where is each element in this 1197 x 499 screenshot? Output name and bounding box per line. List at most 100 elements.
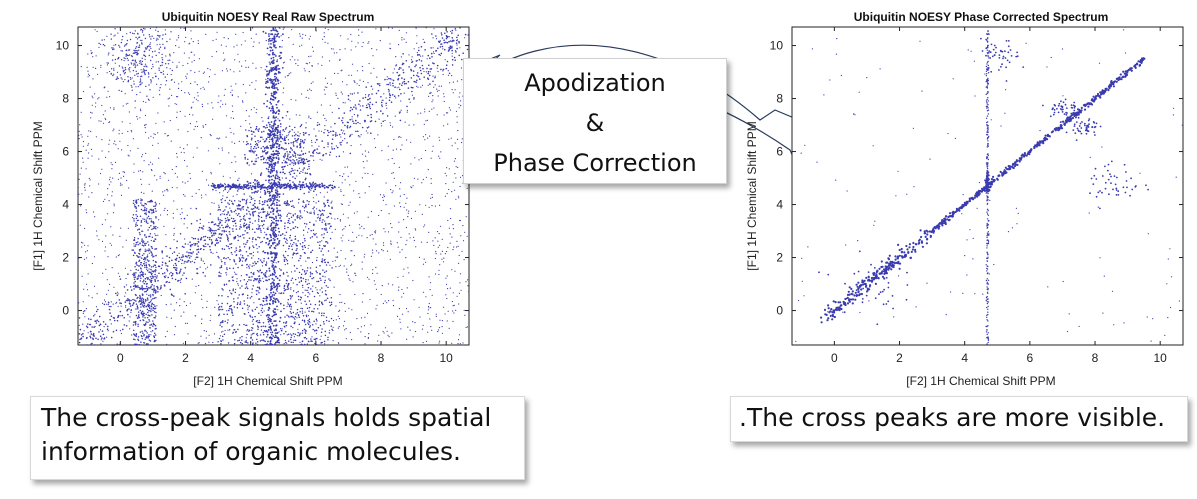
raw-point bbox=[335, 135, 337, 137]
raw-point bbox=[249, 315, 252, 318]
raw-point bbox=[430, 307, 432, 309]
raw-point bbox=[122, 246, 124, 248]
raw-point bbox=[244, 218, 246, 221]
raw-point bbox=[96, 30, 98, 33]
raw-point bbox=[280, 219, 282, 222]
raw-point bbox=[177, 279, 180, 282]
raw-point bbox=[135, 86, 137, 88]
raw-point bbox=[287, 157, 289, 160]
raw-point bbox=[133, 80, 135, 82]
raw-point bbox=[277, 219, 280, 222]
raw-point bbox=[138, 301, 140, 303]
raw-point bbox=[427, 54, 430, 57]
raw-point bbox=[297, 162, 300, 165]
raw-point bbox=[159, 94, 161, 96]
raw-point bbox=[390, 243, 392, 245]
raw-point bbox=[263, 220, 266, 222]
raw-point bbox=[260, 314, 262, 316]
raw-point bbox=[260, 185, 263, 188]
raw-point bbox=[171, 252, 174, 254]
raw-point bbox=[220, 234, 223, 236]
raw-point bbox=[358, 103, 360, 106]
raw-point bbox=[135, 308, 137, 310]
raw-point bbox=[382, 330, 384, 333]
raw-point bbox=[274, 320, 277, 322]
raw-point bbox=[211, 235, 213, 237]
raw-point bbox=[463, 309, 465, 311]
raw-point bbox=[209, 236, 211, 239]
raw-point bbox=[414, 228, 416, 230]
raw-point bbox=[289, 173, 292, 176]
raw-point bbox=[197, 245, 199, 247]
raw-point bbox=[327, 134, 329, 137]
raw-point bbox=[392, 284, 394, 286]
raw-point bbox=[129, 316, 131, 318]
raw-point bbox=[313, 200, 315, 203]
raw-point bbox=[269, 340, 272, 342]
raw-point bbox=[375, 266, 377, 269]
raw-point bbox=[342, 121, 344, 124]
raw-point bbox=[149, 278, 151, 281]
raw-point bbox=[245, 283, 247, 286]
raw-point bbox=[215, 189, 217, 192]
raw-point bbox=[387, 231, 390, 233]
raw-point bbox=[174, 325, 176, 328]
raw-point bbox=[209, 230, 212, 232]
raw-point bbox=[169, 68, 171, 70]
raw-point bbox=[273, 29, 275, 32]
raw-point bbox=[370, 210, 373, 213]
raw-point bbox=[136, 224, 139, 227]
raw-point bbox=[165, 275, 167, 277]
raw-point bbox=[222, 339, 224, 341]
raw-point bbox=[234, 142, 236, 144]
raw-point bbox=[190, 255, 192, 257]
raw-point bbox=[443, 125, 445, 127]
raw-point bbox=[272, 66, 275, 69]
raw-point bbox=[275, 46, 277, 49]
raw-point bbox=[429, 282, 432, 284]
raw-point bbox=[145, 330, 147, 332]
raw-point bbox=[181, 259, 184, 262]
raw-point bbox=[266, 87, 269, 89]
raw-point bbox=[249, 123, 251, 125]
raw-point bbox=[256, 206, 259, 208]
raw-point bbox=[121, 149, 123, 151]
raw-point bbox=[258, 208, 260, 210]
raw-point bbox=[254, 186, 257, 189]
raw-point bbox=[300, 212, 302, 214]
raw-point bbox=[185, 304, 188, 307]
raw-point bbox=[405, 41, 407, 44]
raw-point bbox=[105, 118, 107, 121]
raw-point bbox=[212, 252, 214, 254]
raw-point bbox=[195, 256, 198, 259]
raw-point bbox=[439, 340, 441, 342]
raw-point bbox=[226, 274, 228, 276]
raw-point bbox=[435, 38, 438, 40]
raw-point bbox=[117, 293, 119, 295]
raw-point bbox=[412, 74, 415, 77]
raw-point bbox=[209, 69, 211, 71]
raw-point bbox=[401, 313, 404, 315]
raw-point bbox=[229, 233, 231, 235]
raw-point bbox=[238, 260, 241, 263]
raw-point bbox=[157, 234, 159, 236]
raw-point bbox=[271, 107, 273, 110]
raw-point bbox=[349, 134, 352, 136]
raw-point bbox=[141, 230, 143, 232]
raw-point bbox=[176, 111, 178, 113]
raw-point bbox=[128, 187, 130, 189]
raw-point bbox=[144, 257, 147, 259]
raw-point bbox=[235, 288, 237, 290]
raw-point bbox=[127, 64, 130, 66]
raw-point bbox=[266, 204, 269, 207]
raw-point bbox=[371, 103, 374, 106]
raw-point bbox=[267, 316, 270, 319]
raw-point bbox=[275, 112, 278, 114]
raw-point bbox=[143, 209, 146, 212]
raw-point bbox=[448, 107, 450, 109]
raw-point bbox=[431, 33, 433, 35]
raw-point bbox=[370, 324, 372, 326]
raw-point bbox=[454, 59, 457, 61]
raw-point bbox=[91, 112, 93, 114]
raw-point bbox=[269, 191, 271, 194]
